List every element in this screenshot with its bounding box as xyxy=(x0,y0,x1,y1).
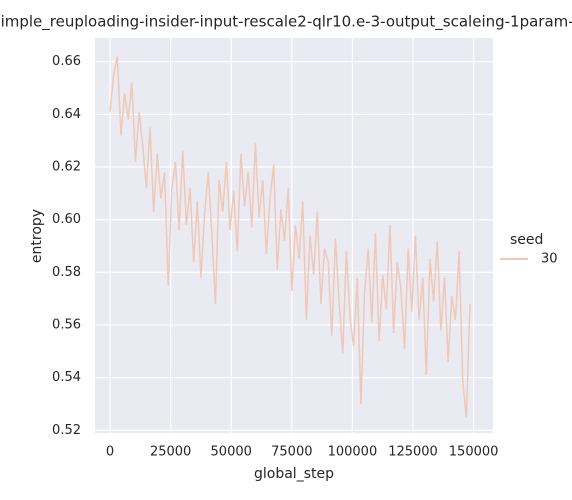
y-tick-label: 0.56 xyxy=(52,318,81,333)
chart-title: simple_reuploading-insider-input-rescale… xyxy=(0,13,572,32)
line-series xyxy=(109,56,471,418)
legend-title: seed xyxy=(510,232,543,248)
plot-background xyxy=(95,38,493,433)
y-tick-label: 0.60 xyxy=(52,212,81,227)
legend-label: 30 xyxy=(541,252,558,267)
y-tick-label: 0.62 xyxy=(52,160,81,175)
y-tick-label: 0.52 xyxy=(52,423,81,438)
x-tick-label: 125000 xyxy=(388,445,438,460)
y-tick-label: 0.58 xyxy=(52,265,81,280)
y-tick-label: 0.54 xyxy=(52,370,81,385)
y-tick-label: 0.66 xyxy=(52,54,81,69)
x-tick-label: 150000 xyxy=(449,445,499,460)
x-tick-label: 0 xyxy=(106,445,114,460)
x-tick-label: 100000 xyxy=(328,445,378,460)
x-axis-label: global_step xyxy=(254,466,334,482)
x-tick-label: 25000 xyxy=(150,445,191,460)
y-axis-label: entropy xyxy=(29,209,45,263)
x-tick-label: 50000 xyxy=(211,445,252,460)
y-tick-label: 0.64 xyxy=(52,107,81,122)
x-tick-label: 75000 xyxy=(271,445,312,460)
